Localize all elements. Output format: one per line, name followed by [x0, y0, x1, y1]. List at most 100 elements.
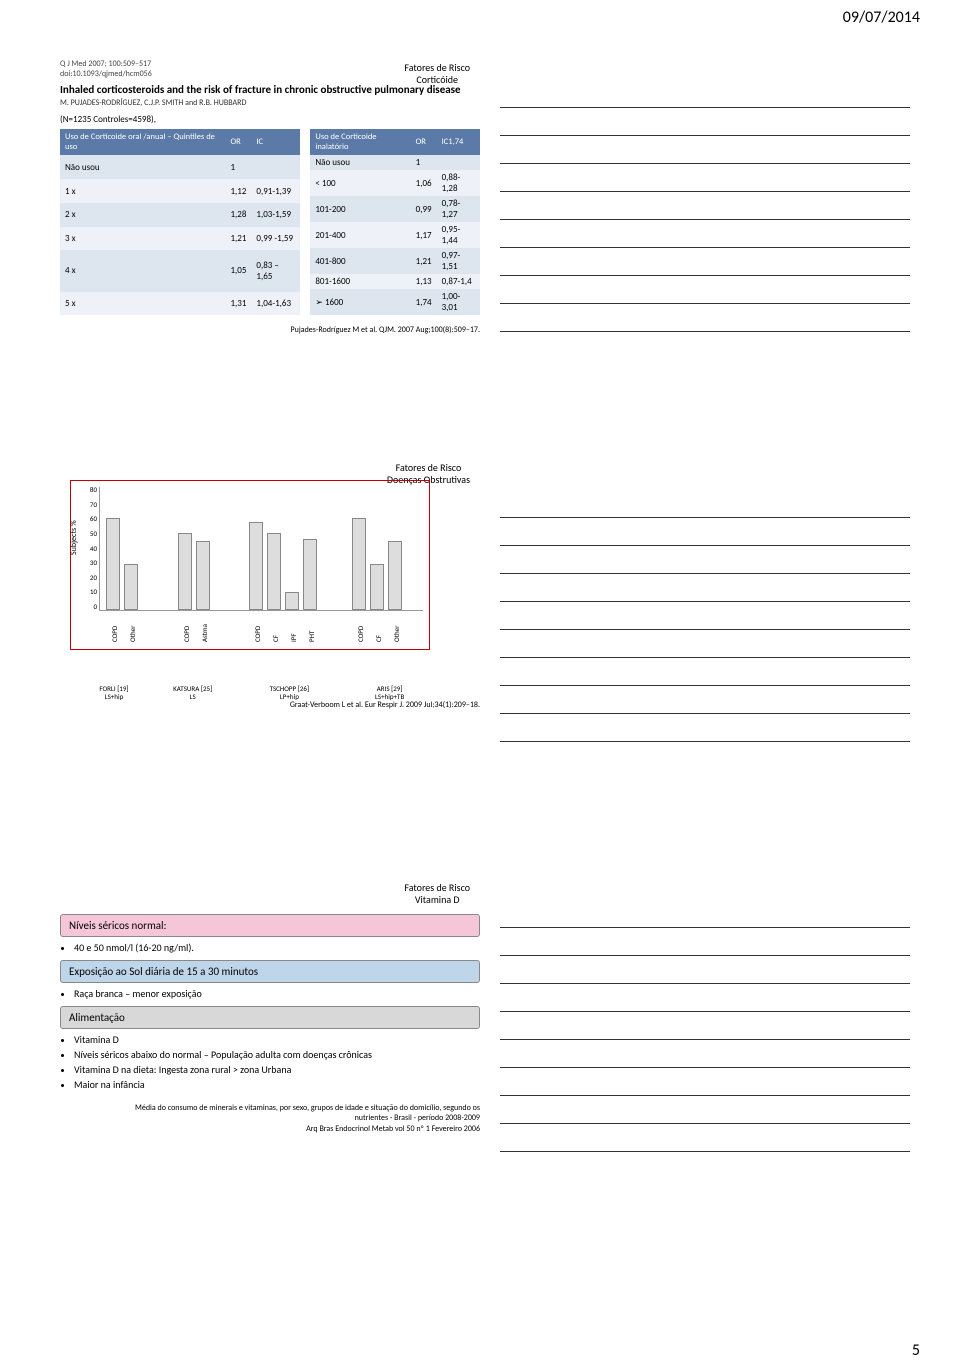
- note-line: [500, 686, 910, 714]
- note-line: [500, 546, 910, 574]
- n-controls: (N=1235 Controles=4598),: [60, 114, 480, 125]
- table-cell: 0,95-1,44: [437, 222, 480, 248]
- table-header: Uso de Corticoide inalatório: [310, 129, 410, 155]
- list-item: 40 e 50 nmol/l (16-20 ng/ml).: [74, 941, 480, 954]
- slide3-footer: Média do consumo de minerais e vitaminas…: [60, 1103, 480, 1134]
- table-row: 801-16001,130,87-1,4: [310, 274, 480, 289]
- table-cell: < 100: [310, 170, 410, 196]
- table-cell: Não usou: [310, 155, 410, 170]
- risk-title-1-line2: Corticóide: [404, 74, 470, 86]
- slide3-footer-line1: Média do consumo de minerais e vitaminas…: [60, 1103, 480, 1113]
- note-line: [500, 248, 910, 276]
- note-line: [500, 220, 910, 248]
- table-cell: 1,04-1,63: [251, 292, 300, 316]
- table-cell: 101-200: [310, 196, 410, 222]
- table-cell: 1,31: [225, 292, 251, 316]
- note-line: [500, 1068, 910, 1096]
- table-row: Não usou1: [310, 155, 480, 170]
- table-cell: 401-800: [310, 248, 410, 274]
- table-cell: 801-1600: [310, 274, 410, 289]
- table-cell: 1,21: [411, 248, 437, 274]
- y-tick: 0: [79, 602, 97, 611]
- note-line: [500, 984, 910, 1012]
- note-line: [500, 80, 910, 108]
- table-row: 2 x1,281,03-1,59: [60, 203, 300, 227]
- bar-category-label: IPF: [289, 633, 298, 642]
- bar-category-label: CF: [374, 635, 383, 642]
- table-cell: 5 x: [60, 292, 225, 316]
- list-item: Níveis séricos abaixo do normal – Popula…: [74, 1048, 480, 1061]
- page-date: 09/07/2014: [843, 8, 920, 27]
- table-row: 401-8001,210,97-1,51: [310, 248, 480, 274]
- table-cell: 1 x: [60, 179, 225, 203]
- y-axis-ticks: 80706050403020100: [79, 485, 97, 611]
- table-cell: 0,78-1,27: [437, 196, 480, 222]
- chart-container: Subjects % 80706050403020100 COPDOtherCO…: [70, 480, 430, 650]
- bar-category-label: COPD: [110, 626, 119, 642]
- list-exposicao: Raça branca – menor exposição: [74, 987, 480, 1000]
- group-label: KATSURA [25]LS: [157, 685, 229, 700]
- note-line: [500, 714, 910, 742]
- note-line: [500, 1012, 910, 1040]
- list-niveis: 40 e 50 nmol/l (16-20 ng/ml).: [74, 941, 480, 954]
- bar-category-label: Other: [128, 625, 137, 642]
- y-tick: 60: [79, 514, 97, 523]
- risk-title-3: Fatores de Risco Vitamina D: [404, 882, 470, 906]
- chart-group: COPDOther: [106, 487, 171, 610]
- table-cell: 1: [225, 155, 251, 179]
- table-row: Não usou1: [60, 155, 300, 179]
- table-cell: 1,17: [411, 222, 437, 248]
- note-line: [500, 164, 910, 192]
- table-row: ➢ 16001,741,00-3,01: [310, 289, 480, 315]
- table-cell: Não usou: [60, 155, 225, 179]
- table-oral: Uso de Corticoide oral /anual – Quintile…: [60, 129, 300, 315]
- note-line: [500, 574, 910, 602]
- chart-bar: [178, 533, 192, 610]
- table-cell: 0,99: [411, 196, 437, 222]
- table-cell: [251, 155, 300, 179]
- table-cell: 0,91-1,39: [251, 179, 300, 203]
- section-exposicao: Exposição ao Sol diária de 15 a 30 minut…: [60, 960, 480, 983]
- table-cell: 4 x: [60, 250, 225, 291]
- slide-2: Fatores de Risco Doenças Obstrutivas Sub…: [60, 460, 480, 760]
- table-cell: 1,13: [411, 274, 437, 289]
- note-line: [500, 1040, 910, 1068]
- note-line: [500, 304, 910, 332]
- chart-bar: [388, 541, 402, 610]
- table-cell: 2 x: [60, 203, 225, 227]
- y-tick: 20: [79, 573, 97, 582]
- note-line: [500, 658, 910, 686]
- group-label: FORLI [19]LS+hip: [78, 685, 150, 700]
- table-cell: 1,00-3,01: [437, 289, 480, 315]
- slide-1: Fatores de Risco Corticóide Q J Med 2007…: [60, 60, 480, 340]
- slide3-footer-line3: Arq Bras Endocrinol Metab vol 50 nº 1 Fe…: [60, 1124, 480, 1134]
- note-line: [500, 276, 910, 304]
- slide2-citation: Graat-Verboom L et al. Eur Respir J. 200…: [60, 700, 480, 710]
- slide1-citation: Pujades-Rodríguez M et al. QJM. 2007 Aug…: [60, 325, 480, 335]
- y-tick: 10: [79, 587, 97, 596]
- note-line: [500, 1124, 910, 1152]
- note-line: [500, 1096, 910, 1124]
- table-header: IC: [251, 129, 300, 155]
- chart-bar: [352, 518, 366, 610]
- table-cell: 3 x: [60, 227, 225, 251]
- table-cell: 1,21: [225, 227, 251, 251]
- note-line: [500, 630, 910, 658]
- bar-category-label: Astma: [200, 624, 209, 642]
- y-tick: 30: [79, 558, 97, 567]
- note-line: [500, 136, 910, 164]
- list-alimentacao: Vitamina DNíveis séricos abaixo do norma…: [74, 1033, 480, 1091]
- tables-wrap: Uso de Corticoide oral /anual – Quintile…: [60, 129, 480, 315]
- table-row: 201-4001,170,95-1,44: [310, 222, 480, 248]
- chart-bar: [303, 539, 317, 610]
- bar-category-label: Other: [392, 625, 401, 642]
- table-cell: 0,99 -1,59: [251, 227, 300, 251]
- bar-category-label: COPD: [182, 626, 191, 642]
- table-cell: 1,28: [225, 203, 251, 227]
- y-tick: 80: [79, 485, 97, 494]
- chart-group: COPDCFIPFPHT: [249, 487, 346, 610]
- group-label: TSCHOPP [26]LP+hip: [236, 685, 343, 700]
- table-row: 4 x1,050,83 – 1,65: [60, 250, 300, 291]
- table-cell: 1: [411, 155, 437, 170]
- note-line: [500, 900, 910, 928]
